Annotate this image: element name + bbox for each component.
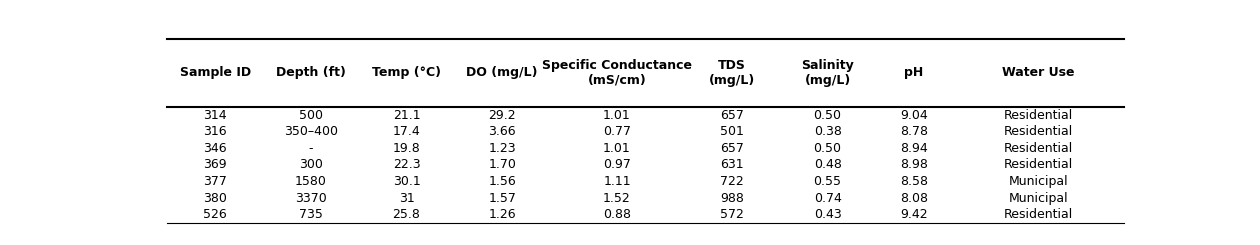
Text: Specific Conductance
(mS/cm): Specific Conductance (mS/cm)	[542, 59, 692, 87]
Text: 722: 722	[719, 175, 743, 188]
Text: 1.01: 1.01	[604, 142, 631, 155]
Text: DO (mg/L): DO (mg/L)	[466, 66, 538, 79]
Text: 572: 572	[719, 208, 743, 221]
Text: 25.8: 25.8	[393, 208, 421, 221]
Text: 300: 300	[299, 158, 323, 171]
Text: 9.42: 9.42	[900, 208, 927, 221]
Text: 346: 346	[203, 142, 227, 155]
Text: 380: 380	[203, 192, 227, 205]
Text: 0.43: 0.43	[814, 208, 842, 221]
Text: 1.57: 1.57	[489, 192, 517, 205]
Text: Municipal: Municipal	[1008, 175, 1068, 188]
Text: TDS
(mg/L): TDS (mg/L)	[709, 59, 755, 87]
Text: 0.77: 0.77	[604, 125, 631, 138]
Text: 0.55: 0.55	[814, 175, 842, 188]
Text: 1.23: 1.23	[489, 142, 517, 155]
Text: 8.98: 8.98	[900, 158, 927, 171]
Text: 8.58: 8.58	[900, 175, 927, 188]
Text: 19.8: 19.8	[393, 142, 421, 155]
Text: 30.1: 30.1	[393, 175, 421, 188]
Text: 500: 500	[299, 109, 323, 122]
Text: 0.38: 0.38	[814, 125, 842, 138]
Text: 631: 631	[719, 158, 743, 171]
Text: Water Use: Water Use	[1002, 66, 1075, 79]
Text: 988: 988	[719, 192, 743, 205]
Text: Salinity
(mg/L): Salinity (mg/L)	[801, 59, 854, 87]
Text: 0.50: 0.50	[814, 109, 842, 122]
Text: 1.01: 1.01	[604, 109, 631, 122]
Text: 735: 735	[299, 208, 323, 221]
Text: 8.78: 8.78	[900, 125, 927, 138]
Text: Residential: Residential	[1003, 158, 1072, 171]
Text: 0.97: 0.97	[604, 158, 631, 171]
Text: 316: 316	[203, 125, 227, 138]
Text: 657: 657	[719, 109, 743, 122]
Text: 314: 314	[203, 109, 227, 122]
Text: 0.48: 0.48	[814, 158, 842, 171]
Text: 17.4: 17.4	[393, 125, 421, 138]
Text: Residential: Residential	[1003, 125, 1072, 138]
Text: 0.50: 0.50	[814, 142, 842, 155]
Text: 8.94: 8.94	[900, 142, 927, 155]
Text: Residential: Residential	[1003, 208, 1072, 221]
Text: 1.70: 1.70	[489, 158, 517, 171]
Text: 3.66: 3.66	[489, 125, 517, 138]
Text: Temp (°C): Temp (°C)	[372, 66, 441, 79]
Text: 350–400: 350–400	[284, 125, 338, 138]
Text: 29.2: 29.2	[489, 109, 517, 122]
Text: 377: 377	[203, 175, 227, 188]
Text: 9.04: 9.04	[900, 109, 927, 122]
Text: 0.74: 0.74	[814, 192, 842, 205]
Text: Sample ID: Sample ID	[180, 66, 251, 79]
Text: 1.52: 1.52	[604, 192, 631, 205]
Text: Residential: Residential	[1003, 142, 1072, 155]
Text: 1580: 1580	[295, 175, 326, 188]
Text: 8.08: 8.08	[900, 192, 927, 205]
Text: 1.56: 1.56	[489, 175, 517, 188]
Text: Residential: Residential	[1003, 109, 1072, 122]
Text: 1.11: 1.11	[604, 175, 631, 188]
Text: 526: 526	[203, 208, 227, 221]
Text: pH: pH	[905, 66, 924, 79]
Text: 22.3: 22.3	[393, 158, 421, 171]
Text: 0.88: 0.88	[604, 208, 631, 221]
Text: Depth (ft): Depth (ft)	[276, 66, 345, 79]
Text: -: -	[309, 142, 312, 155]
Text: 3370: 3370	[295, 192, 326, 205]
Text: 657: 657	[719, 142, 743, 155]
Text: 1.26: 1.26	[489, 208, 517, 221]
Text: 369: 369	[203, 158, 227, 171]
Text: 31: 31	[398, 192, 415, 205]
Text: 501: 501	[719, 125, 743, 138]
Text: 21.1: 21.1	[393, 109, 421, 122]
Text: Municipal: Municipal	[1008, 192, 1068, 205]
